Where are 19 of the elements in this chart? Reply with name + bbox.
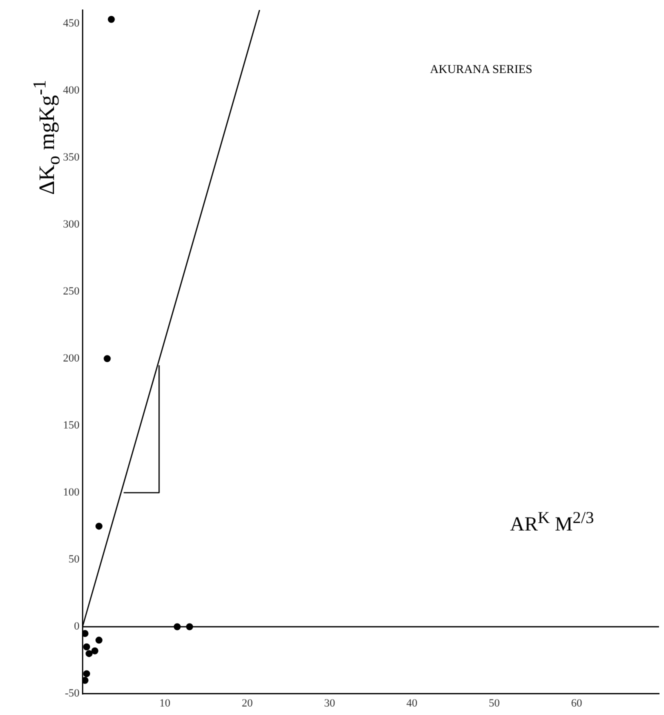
y-tick-label: 400 [63,84,80,96]
y-tick-label: 50 [68,554,80,566]
x-tick-label: 40 [406,697,418,710]
x-axis-title: AR$^{K}$ M$^{2/3}$ [510,508,594,537]
y-tick-label: 150 [63,420,80,432]
y-tick-label: 450 [63,17,80,30]
y-tick-label: 300 [63,218,80,230]
y-tick-label: 250 [63,285,80,298]
y-tick-label: 200 [63,352,80,364]
x-tick-label: 50 [488,697,500,710]
text: AKURANA SERIES [430,62,532,77]
y-tick-label: -50 [64,688,80,700]
x-tick-label: 10 [159,697,171,710]
x-tick-label: 30 [324,697,336,710]
y-tick-label: 0 [74,620,80,633]
x-tick-label: 20 [242,697,254,710]
y-tick-label: 350 [63,151,80,164]
x-tick-label: 60 [571,697,583,710]
y-tick-label: 100 [63,486,80,499]
